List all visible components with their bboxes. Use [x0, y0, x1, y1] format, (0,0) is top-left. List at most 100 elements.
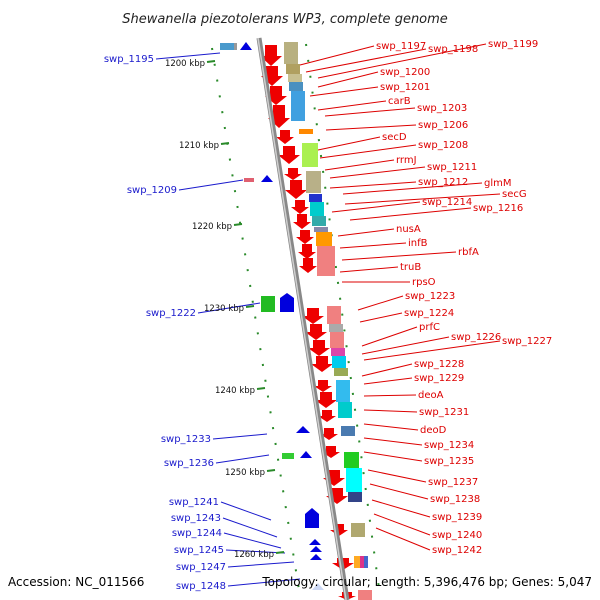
kbp-tick-mark — [245, 305, 255, 308]
leader-line — [197, 302, 261, 314]
leader-line — [305, 48, 427, 73]
color-block — [299, 129, 313, 134]
forward-gene-arrow — [318, 410, 336, 422]
reverse-gene-arrow — [280, 293, 294, 312]
leader-line — [357, 295, 404, 311]
gene-label: swp_1199 — [488, 39, 538, 50]
map-title: Shewanella piezotolerans WP3, complete g… — [122, 12, 448, 27]
leader-line — [375, 527, 431, 551]
leader-line — [329, 181, 417, 189]
forward-gene-arrow — [308, 340, 330, 356]
gene-label: swp_1235 — [424, 456, 474, 467]
gene-label: infB — [408, 238, 428, 249]
gene-label: swp_1238 — [430, 494, 480, 505]
color-block — [317, 246, 335, 276]
gene-label: swp_1236 — [164, 458, 214, 469]
gene-label: swp_1240 — [432, 530, 482, 541]
gene-label: swp_1247 — [176, 562, 226, 573]
leader-line — [339, 242, 407, 249]
kbp-tick-mark — [206, 60, 216, 63]
gene-label: swp_1212 — [418, 177, 468, 188]
gene-label: carB — [388, 96, 411, 107]
leader-line — [227, 561, 295, 568]
gene-label: rpsO — [412, 277, 436, 288]
gene-label: nusA — [396, 224, 421, 235]
gene-label: swp_1206 — [418, 120, 468, 131]
leader-line — [324, 107, 416, 117]
leader-line — [363, 451, 423, 462]
gene-label: swp_1222 — [146, 308, 196, 319]
color-block — [288, 74, 302, 82]
reverse-gene-arrow — [240, 42, 252, 50]
color-block — [312, 216, 326, 226]
gene-label: swp_1211 — [427, 162, 477, 173]
gene-label: swp_1203 — [417, 103, 467, 114]
forward-gene-arrow — [291, 200, 309, 214]
leader-line — [220, 501, 272, 521]
gene-label: secG — [502, 189, 527, 200]
kbp-tick-label: 1260 kbp — [234, 550, 274, 560]
leader-line — [317, 71, 379, 88]
reverse-gene-arrow — [312, 583, 324, 590]
leader-line — [212, 433, 268, 440]
reverse-gene-block — [282, 453, 294, 459]
gene-label: swp_1208 — [418, 140, 468, 151]
gene-label: swp_1228 — [414, 359, 464, 370]
tick-guides — [211, 43, 381, 597]
kbp-tick-label: 1240 kbp — [215, 386, 255, 396]
leader-line — [329, 166, 426, 179]
leader-line — [342, 182, 483, 195]
leader-line — [359, 312, 403, 323]
color-block — [334, 368, 348, 376]
leader-line — [309, 86, 379, 97]
color-block — [286, 64, 300, 74]
genome-axis-highlight — [257, 37, 347, 600]
leader-line — [369, 483, 429, 500]
color-block — [329, 324, 343, 332]
gene-label: swp_1244 — [172, 528, 222, 539]
gene-label: truB — [400, 262, 421, 273]
leader-line — [227, 578, 301, 587]
color-block — [351, 523, 365, 537]
reverse-gene-arrow — [300, 451, 312, 458]
leader-line — [222, 517, 278, 538]
color-block — [336, 380, 350, 402]
accession-text: Accession: NC_011566 — [8, 575, 144, 589]
gene-label: secD — [382, 132, 407, 143]
gene-label: swp_1214 — [422, 197, 472, 208]
gene-label: deoA — [418, 390, 444, 401]
gene-label: swp_1242 — [432, 545, 482, 556]
leader-line — [371, 499, 431, 518]
reverse-gene-block — [261, 296, 275, 312]
kbp-tick-mark — [220, 142, 230, 145]
gene-label: swp_1201 — [380, 82, 430, 93]
color-block — [331, 348, 345, 356]
reverse-gene-arrow — [305, 508, 319, 528]
gene-label: swp_1237 — [428, 477, 478, 488]
gene-label: swp_1226 — [451, 332, 501, 343]
leader-line — [363, 340, 501, 361]
gene-label: prfC — [419, 322, 440, 333]
color-block — [306, 171, 321, 193]
kbp-tick-mark — [256, 387, 266, 390]
kbp-tick-mark — [233, 223, 243, 226]
leader-line — [363, 423, 419, 431]
forward-gene-arrow — [320, 428, 338, 440]
color-block — [332, 356, 346, 368]
gene-label: swp_1229 — [414, 373, 464, 384]
kbp-tick-mark — [266, 469, 276, 472]
genome-axis — [256, 37, 350, 600]
gene-label: swp_1233 — [161, 434, 211, 445]
forward-gene-arrow — [285, 180, 307, 199]
leader-line — [299, 45, 375, 66]
forward-gene-arrow — [284, 168, 302, 180]
color-block — [338, 402, 352, 418]
leader-line — [363, 377, 413, 385]
reverse-gene-block — [234, 43, 237, 50]
color-block — [344, 452, 359, 468]
reverse-gene-block — [220, 43, 234, 50]
gene-label: swp_1241 — [169, 497, 219, 508]
color-block — [358, 590, 372, 600]
leader-line — [344, 193, 501, 205]
